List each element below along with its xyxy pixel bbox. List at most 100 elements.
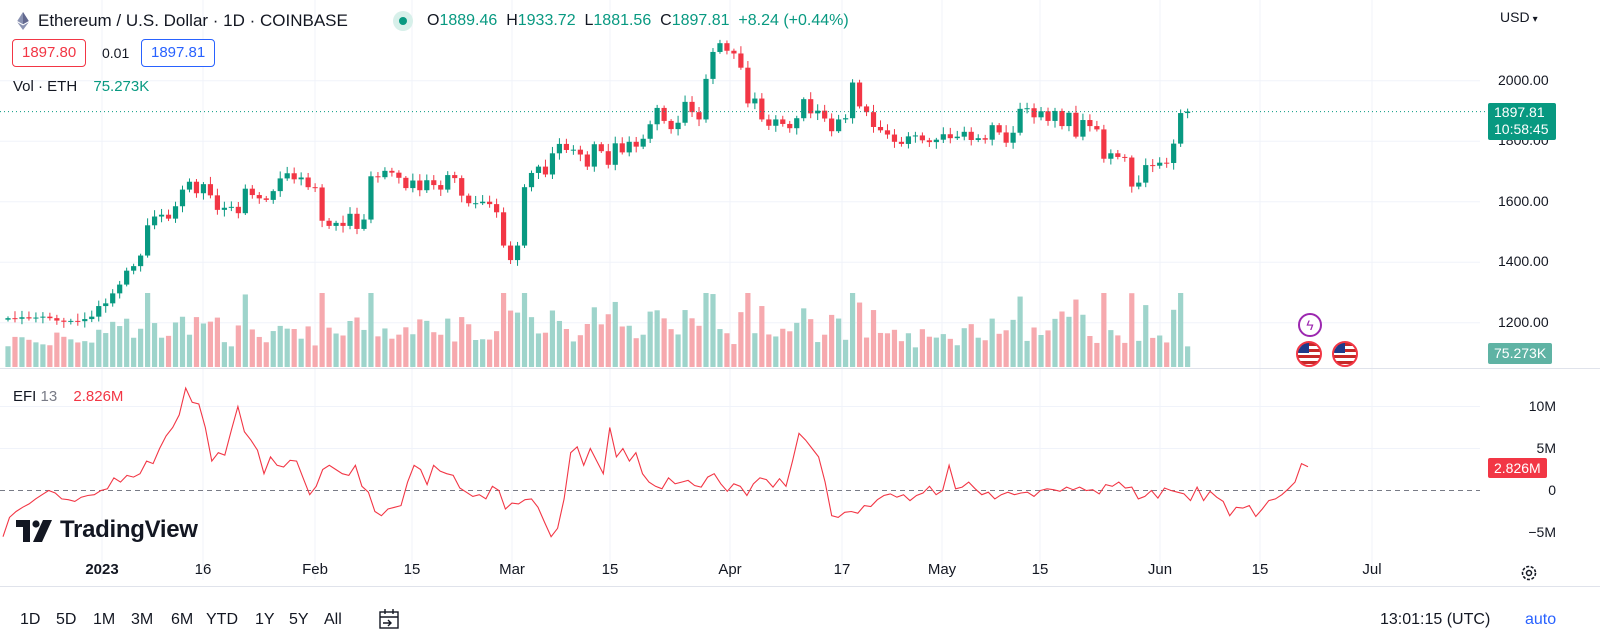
candle-body bbox=[752, 98, 758, 104]
price-candle bbox=[675, 115, 681, 136]
candle-body bbox=[151, 216, 158, 226]
efi-legend[interactable]: EFI 13 2.826M bbox=[13, 388, 123, 405]
volume-bar bbox=[724, 333, 730, 367]
volume-bar bbox=[75, 342, 81, 367]
timeframe-3m[interactable]: 3M bbox=[131, 611, 154, 628]
candle-body bbox=[731, 50, 737, 54]
volume-bar bbox=[473, 340, 479, 367]
chart-settings-button[interactable] bbox=[1519, 563, 1539, 583]
high-label: H bbox=[506, 12, 518, 29]
market-status-dot[interactable] bbox=[393, 11, 413, 31]
volume-bar bbox=[563, 329, 569, 367]
volume-bar bbox=[556, 320, 563, 367]
volume-bar bbox=[151, 323, 158, 367]
timeframe-1m[interactable]: 1M bbox=[93, 611, 116, 628]
currency-selector[interactable]: USD ▾ bbox=[1500, 9, 1538, 25]
price-candle bbox=[968, 127, 974, 146]
volume-bar bbox=[438, 334, 444, 367]
timeframe-6m[interactable]: 6M bbox=[171, 611, 194, 628]
volume-bar bbox=[1024, 340, 1030, 367]
volume-bar bbox=[843, 339, 849, 367]
volume-bar bbox=[382, 328, 388, 367]
volume-bar bbox=[431, 332, 437, 367]
price-candle bbox=[417, 174, 423, 197]
last-price-value: 1897.81 bbox=[1494, 104, 1545, 120]
price-candle bbox=[340, 215, 346, 233]
candle-body bbox=[312, 187, 318, 189]
price-candle bbox=[829, 113, 835, 137]
timeframe-all[interactable]: All bbox=[324, 611, 342, 628]
sell-price-box[interactable]: 1897.80 bbox=[12, 39, 87, 67]
price-candle bbox=[1080, 113, 1086, 141]
volume-bar bbox=[291, 329, 297, 367]
candle-body bbox=[361, 219, 367, 229]
volume-bar bbox=[1171, 309, 1177, 367]
candle-body bbox=[863, 106, 870, 113]
price-candle bbox=[724, 40, 730, 55]
candle-body bbox=[996, 125, 1002, 133]
candle-body bbox=[584, 154, 590, 167]
candle-body bbox=[1080, 120, 1086, 137]
volume-bar bbox=[466, 324, 472, 367]
volume-bar bbox=[5, 346, 11, 367]
us-economic-event-marker-2[interactable] bbox=[1332, 341, 1358, 367]
candle-body bbox=[340, 222, 346, 226]
price-candle bbox=[633, 136, 639, 153]
candle-body bbox=[145, 225, 151, 256]
date-range-button[interactable] bbox=[377, 609, 401, 631]
price-candle bbox=[368, 171, 374, 224]
price-candle bbox=[1094, 120, 1100, 132]
timeframe-1y[interactable]: 1Y bbox=[255, 611, 275, 628]
volume-bar bbox=[1101, 293, 1107, 367]
price-candle bbox=[689, 96, 695, 117]
volume-bar bbox=[368, 293, 374, 367]
timeframe-5y[interactable]: 5Y bbox=[289, 611, 309, 628]
price-candle bbox=[584, 151, 590, 170]
volume-bar bbox=[424, 320, 430, 367]
price-candle bbox=[1108, 149, 1114, 165]
volume-legend[interactable]: Vol · ETH 75.273K bbox=[13, 78, 149, 95]
volume-bar bbox=[1157, 335, 1163, 367]
price-candle bbox=[975, 134, 981, 143]
candle-body bbox=[675, 122, 681, 130]
candle-body bbox=[759, 98, 765, 120]
price-candle bbox=[270, 189, 276, 204]
volume-bar bbox=[138, 328, 144, 367]
volume-bar bbox=[989, 318, 995, 367]
candle-body bbox=[75, 320, 81, 322]
price-candle bbox=[277, 171, 283, 197]
volume-bar bbox=[961, 328, 967, 367]
auto-scale-button[interactable]: auto bbox=[1525, 611, 1557, 628]
price-candle bbox=[1059, 108, 1065, 130]
us-economic-event-marker[interactable] bbox=[1296, 341, 1322, 367]
dividend-event-marker[interactable]: ϟ bbox=[1298, 313, 1322, 337]
timeframe-ytd[interactable]: YTD bbox=[206, 611, 238, 628]
candle-body bbox=[961, 131, 967, 137]
volume-bar bbox=[577, 335, 583, 367]
volume-bar bbox=[40, 344, 46, 367]
volume-bar bbox=[19, 337, 25, 367]
price-candle bbox=[856, 79, 863, 109]
efi-value: 2.826M bbox=[73, 388, 124, 405]
price-candle bbox=[480, 195, 486, 206]
volume-bar bbox=[96, 329, 102, 367]
time-tick-label: Jul bbox=[1362, 561, 1382, 578]
price-candle bbox=[843, 114, 849, 124]
volume-bar bbox=[689, 318, 695, 367]
timeframe-5d[interactable]: 5D bbox=[56, 611, 77, 628]
candle-body bbox=[487, 201, 493, 205]
price-candle bbox=[1136, 175, 1142, 190]
price-candle bbox=[452, 171, 458, 183]
price-candle bbox=[235, 202, 241, 219]
candle-body bbox=[521, 187, 528, 246]
volume-bar bbox=[333, 333, 339, 367]
price-candle bbox=[773, 115, 779, 132]
symbol-title[interactable]: Ethereum / U.S. Dollar · 1D · COINBASE bbox=[38, 11, 348, 30]
timeframe-1d[interactable]: 1D bbox=[20, 611, 41, 628]
volume-bar bbox=[668, 329, 674, 367]
candle-body bbox=[1143, 165, 1149, 183]
buy-price-box[interactable]: 1897.81 bbox=[141, 39, 216, 67]
candle-body bbox=[179, 189, 186, 207]
utc-clock[interactable]: 13:01:15 (UTC) bbox=[1380, 611, 1491, 628]
